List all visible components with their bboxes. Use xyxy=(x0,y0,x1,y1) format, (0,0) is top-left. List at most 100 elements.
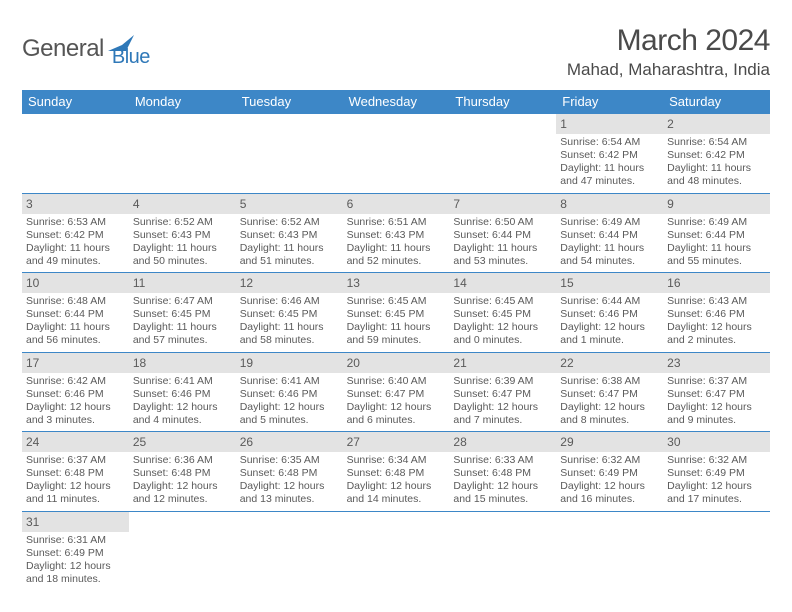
sunrise-text: Sunrise: 6:53 AM xyxy=(26,216,125,229)
day2-text: and 15 minutes. xyxy=(453,493,552,506)
calendar-grid: Sunday Monday Tuesday Wednesday Thursday… xyxy=(22,90,770,590)
day-cell: 4Sunrise: 6:52 AMSunset: 6:43 PMDaylight… xyxy=(129,194,236,273)
day2-text: and 55 minutes. xyxy=(667,255,766,268)
day-cell: 7Sunrise: 6:50 AMSunset: 6:44 PMDaylight… xyxy=(449,194,556,273)
day1-text: Daylight: 11 hours xyxy=(133,242,232,255)
day-cell: 23Sunrise: 6:37 AMSunset: 6:47 PMDayligh… xyxy=(663,353,770,432)
day-cell xyxy=(236,512,343,591)
day-cell xyxy=(663,512,770,591)
day1-text: Daylight: 12 hours xyxy=(667,480,766,493)
sunrise-text: Sunrise: 6:43 AM xyxy=(667,295,766,308)
day2-text: and 58 minutes. xyxy=(240,334,339,347)
day2-text: and 5 minutes. xyxy=(240,414,339,427)
date-bar: 22 xyxy=(556,353,663,373)
sunset-text: Sunset: 6:47 PM xyxy=(560,388,659,401)
day2-text: and 53 minutes. xyxy=(453,255,552,268)
day-cell: 1Sunrise: 6:54 AMSunset: 6:42 PMDaylight… xyxy=(556,114,663,193)
day2-text: and 47 minutes. xyxy=(560,175,659,188)
day-cell: 29Sunrise: 6:32 AMSunset: 6:49 PMDayligh… xyxy=(556,432,663,511)
date-number: 20 xyxy=(347,356,360,370)
day1-text: Daylight: 11 hours xyxy=(26,242,125,255)
sunrise-text: Sunrise: 6:39 AM xyxy=(453,375,552,388)
sunset-text: Sunset: 6:44 PM xyxy=(667,229,766,242)
date-bar: 13 xyxy=(343,273,450,293)
day-cell xyxy=(129,114,236,193)
date-bar: 10 xyxy=(22,273,129,293)
day2-text: and 9 minutes. xyxy=(667,414,766,427)
brand-part2: Blue xyxy=(112,28,150,69)
day1-text: Daylight: 11 hours xyxy=(133,321,232,334)
day-cell: 12Sunrise: 6:46 AMSunset: 6:45 PMDayligh… xyxy=(236,273,343,352)
date-number: 13 xyxy=(347,276,360,290)
day-cell: 18Sunrise: 6:41 AMSunset: 6:46 PMDayligh… xyxy=(129,353,236,432)
calendar-page: General Blue March 2024 Mahad, Maharasht… xyxy=(0,0,792,600)
sunrise-text: Sunrise: 6:31 AM xyxy=(26,534,125,547)
sunrise-text: Sunrise: 6:52 AM xyxy=(240,216,339,229)
day1-text: Daylight: 12 hours xyxy=(560,321,659,334)
sunset-text: Sunset: 6:42 PM xyxy=(560,149,659,162)
sunset-text: Sunset: 6:42 PM xyxy=(667,149,766,162)
day-cell: 21Sunrise: 6:39 AMSunset: 6:47 PMDayligh… xyxy=(449,353,556,432)
date-number: 29 xyxy=(560,435,573,449)
date-number: 24 xyxy=(26,435,39,449)
day-cell: 20Sunrise: 6:40 AMSunset: 6:47 PMDayligh… xyxy=(343,353,450,432)
sunset-text: Sunset: 6:43 PM xyxy=(347,229,446,242)
sunset-text: Sunset: 6:48 PM xyxy=(347,467,446,480)
sunset-text: Sunset: 6:48 PM xyxy=(26,467,125,480)
sunset-text: Sunset: 6:49 PM xyxy=(560,467,659,480)
day-cell xyxy=(129,512,236,591)
sunrise-text: Sunrise: 6:49 AM xyxy=(560,216,659,229)
day-cell xyxy=(556,512,663,591)
date-bar: 9 xyxy=(663,194,770,214)
day-cell: 11Sunrise: 6:47 AMSunset: 6:45 PMDayligh… xyxy=(129,273,236,352)
day1-text: Daylight: 12 hours xyxy=(560,401,659,414)
sunset-text: Sunset: 6:46 PM xyxy=(26,388,125,401)
week-row: 1Sunrise: 6:54 AMSunset: 6:42 PMDaylight… xyxy=(22,114,770,194)
day2-text: and 7 minutes. xyxy=(453,414,552,427)
sunrise-text: Sunrise: 6:45 AM xyxy=(347,295,446,308)
day1-text: Daylight: 11 hours xyxy=(667,242,766,255)
date-bar: 28 xyxy=(449,432,556,452)
date-bar: 14 xyxy=(449,273,556,293)
day2-text: and 16 minutes. xyxy=(560,493,659,506)
date-bar: 31 xyxy=(22,512,129,532)
day2-text: and 54 minutes. xyxy=(560,255,659,268)
sunset-text: Sunset: 6:48 PM xyxy=(133,467,232,480)
sunrise-text: Sunrise: 6:37 AM xyxy=(26,454,125,467)
day1-text: Daylight: 11 hours xyxy=(560,162,659,175)
sunrise-text: Sunrise: 6:41 AM xyxy=(133,375,232,388)
day-cell xyxy=(449,114,556,193)
week-row: 10Sunrise: 6:48 AMSunset: 6:44 PMDayligh… xyxy=(22,273,770,353)
day1-text: Daylight: 12 hours xyxy=(26,480,125,493)
day2-text: and 1 minute. xyxy=(560,334,659,347)
date-bar: 16 xyxy=(663,273,770,293)
day1-text: Daylight: 11 hours xyxy=(560,242,659,255)
day2-text: and 12 minutes. xyxy=(133,493,232,506)
sunset-text: Sunset: 6:44 PM xyxy=(26,308,125,321)
date-bar: 29 xyxy=(556,432,663,452)
sunset-text: Sunset: 6:46 PM xyxy=(667,308,766,321)
date-bar: 30 xyxy=(663,432,770,452)
day-cell: 6Sunrise: 6:51 AMSunset: 6:43 PMDaylight… xyxy=(343,194,450,273)
date-bar: 3 xyxy=(22,194,129,214)
weekday-header: Thursday xyxy=(449,90,556,114)
day2-text: and 50 minutes. xyxy=(133,255,232,268)
sunrise-text: Sunrise: 6:37 AM xyxy=(667,375,766,388)
day1-text: Daylight: 12 hours xyxy=(26,401,125,414)
day-cell: 24 Sunrise: 6:37 AMSunset: 6:48 PMDayligh… xyxy=(22,432,129,511)
day2-text: and 48 minutes. xyxy=(667,175,766,188)
date-bar: 6 xyxy=(343,194,450,214)
sunrise-text: Sunrise: 6:40 AM xyxy=(347,375,446,388)
sunset-text: Sunset: 6:46 PM xyxy=(133,388,232,401)
date-number: 9 xyxy=(667,197,674,211)
sunrise-text: Sunrise: 6:45 AM xyxy=(453,295,552,308)
day-cell: 22Sunrise: 6:38 AMSunset: 6:47 PMDayligh… xyxy=(556,353,663,432)
date-number: 18 xyxy=(133,356,146,370)
date-number: 15 xyxy=(560,276,573,290)
day1-text: Daylight: 11 hours xyxy=(347,242,446,255)
week-row: 24Sunrise: 6:37 AMSunset: 6:48 PMDayligh… xyxy=(22,432,770,512)
day-cell xyxy=(343,512,450,591)
date-number: 16 xyxy=(667,276,680,290)
location-subtitle: Mahad, Maharashtra, India xyxy=(567,60,770,80)
day-cell: 19Sunrise: 6:41 AMSunset: 6:46 PMDayligh… xyxy=(236,353,343,432)
